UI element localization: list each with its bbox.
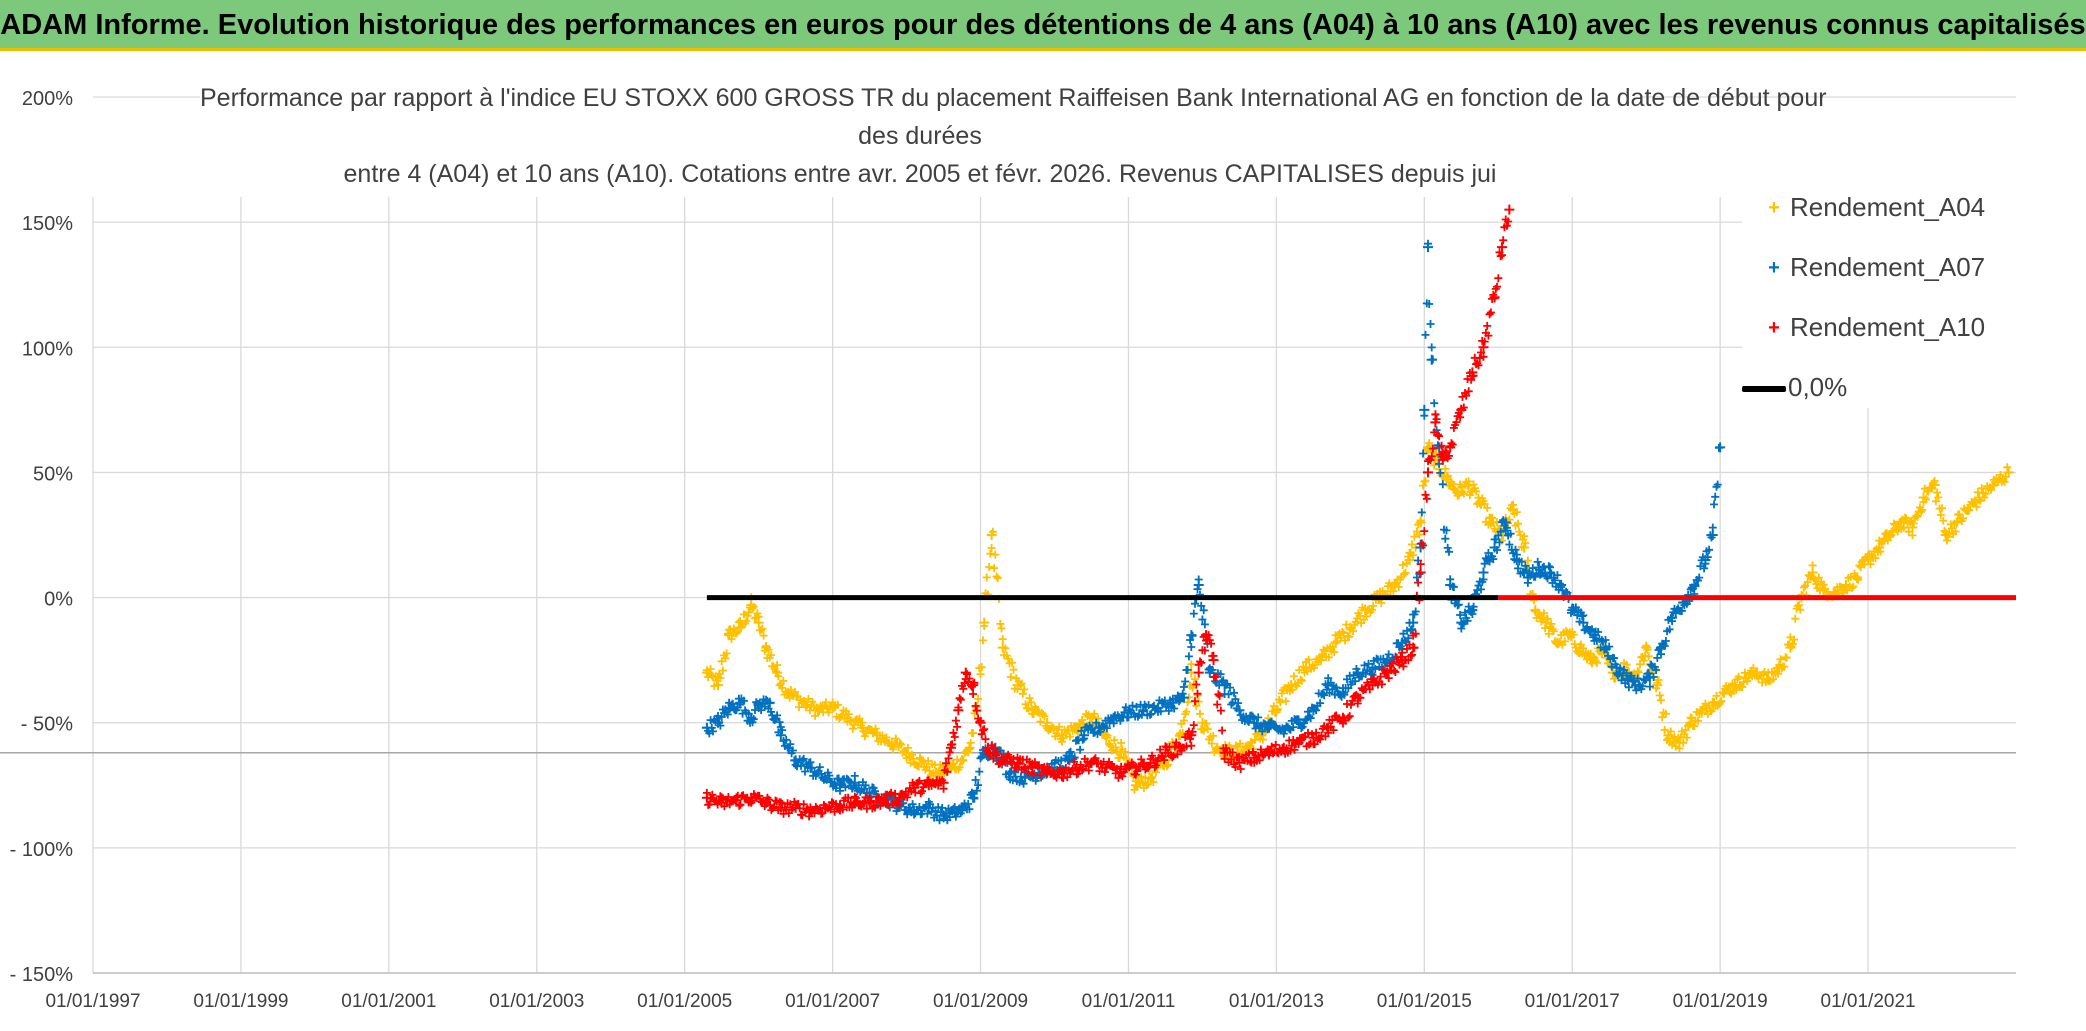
chart-grid: [92, 96, 2016, 974]
x-tick-label: 01/01/1997: [45, 991, 140, 1012]
y-tick-label: - 50%: [21, 714, 73, 736]
data-point: [1193, 667, 1204, 678]
y-tick-label: 100%: [22, 338, 73, 360]
legend-label-a10: Rendement_A10: [1790, 312, 1986, 342]
y-tick-label: 200%: [22, 88, 73, 110]
legend-line-zero: [1742, 386, 1786, 392]
data-point: [1504, 204, 1515, 215]
x-tick-label: 01/01/1999: [193, 991, 288, 1012]
data-point: [2003, 467, 2014, 478]
data-point: [1478, 342, 1489, 353]
x-tick-label: 01/01/2011: [1082, 991, 1176, 1012]
legend-marker-a10: +: [1768, 317, 1780, 339]
legend-marker-a04: +: [1768, 197, 1780, 219]
x-tick-label: 01/01/2015: [1377, 991, 1472, 1012]
x-tick-label: 01/01/2019: [1673, 991, 1768, 1012]
x-tick-label: 01/01/2005: [637, 991, 732, 1012]
x-tick-label: 01/01/2021: [1821, 991, 1916, 1012]
data-point: [1489, 542, 1500, 553]
series-layer: [701, 204, 2016, 825]
data-point: [1496, 242, 1507, 253]
x-axis-ticks: 01/01/1997 01/01/1999 01/01/2001 01/01/2003…: [45, 991, 1915, 1012]
y-tick-label: - 150%: [10, 964, 74, 986]
chart-title-line-1: Performance par rapport à l'indice EU ST…: [200, 79, 1827, 117]
x-tick-label: 01/01/2003: [489, 991, 584, 1012]
y-tick-label: 50%: [33, 463, 73, 485]
point-cloud: [702, 215, 1513, 821]
y-tick-label: 0%: [44, 589, 73, 611]
legend-label-a07: Rendement_A07: [1790, 252, 1986, 282]
legend-marker-a07: +: [1768, 257, 1780, 279]
legend-item-a10: + Rendement_A10: [1742, 308, 2024, 348]
y-axis-ticks: 200% 150% 100% 50% 0% - 50% - 100% - 150%: [10, 88, 74, 986]
x-tick-label: 01/01/2001: [341, 991, 436, 1012]
chart-title-line-3: entre 4 (A04) et 10 ans (A10). Cotations…: [200, 155, 1640, 193]
legend-item-a04: + Rendement_A04: [1742, 188, 2024, 228]
legend-label-a04: Rendement_A04: [1790, 192, 1986, 222]
chart-title-line-2: des durées: [200, 117, 1640, 155]
series-rendement-a10: [701, 204, 1515, 821]
legend-item-zero: 0,0%: [1742, 368, 2024, 408]
x-tick-label: 01/01/2007: [785, 991, 880, 1012]
chart-legend: + Rendement_A04 + Rendement_A07 + Rendem…: [1742, 178, 2024, 408]
performance-chart: 200% 150% 100% 50% 0% - 50% - 100% - 150% 01/01…: [0, 88, 2016, 1012]
x-tick-label: 01/01/2009: [933, 991, 1028, 1012]
data-point: [1415, 567, 1426, 578]
legend-label-zero: 0,0%: [1788, 372, 1848, 402]
point-cloud: [702, 439, 2012, 794]
legend-item-a07: + Rendement_A07: [1742, 248, 2024, 288]
y-tick-label: - 100%: [10, 839, 74, 861]
x-tick-label: 01/01/2017: [1525, 991, 1620, 1012]
x-tick-label: 01/01/2013: [1229, 991, 1324, 1012]
series-rendement-a04: [701, 439, 2014, 794]
report-banner: ADAM Informe. Evolution historique des p…: [0, 0, 2086, 51]
data-point: [1423, 467, 1434, 478]
y-tick-label: 150%: [22, 213, 73, 235]
report-title: ADAM Informe. Evolution historique des p…: [0, 9, 2086, 41]
